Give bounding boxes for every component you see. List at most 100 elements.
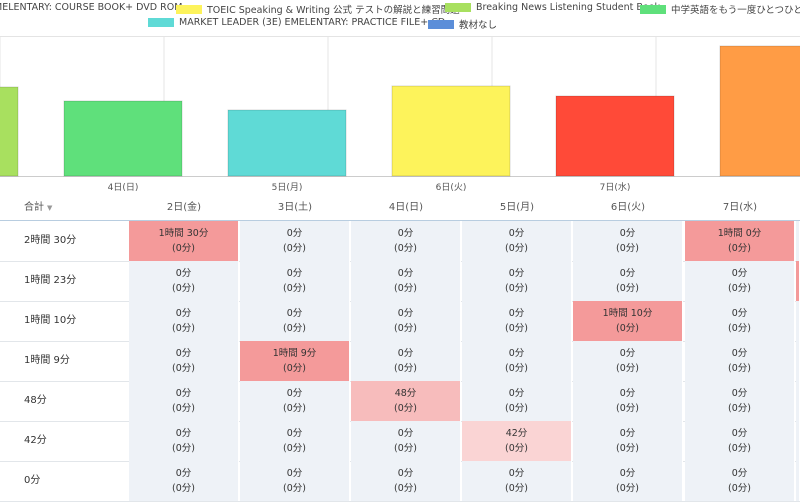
column-header[interactable]: 2日(金)	[166, 202, 202, 213]
time-cell[interactable]: 0分 (0分)	[462, 461, 572, 501]
time-cell[interactable]: 42分 (0分)	[462, 421, 572, 461]
time-cell[interactable]: 1時間 9分 (0分)	[240, 341, 350, 381]
time-cell[interactable]: 0分 (0分)	[351, 261, 461, 301]
time-cell[interactable]: 0分 (0分)	[462, 261, 572, 301]
column-header[interactable]: 6日(火)	[610, 202, 646, 213]
time-cell[interactable]: 0分 (0分)	[240, 381, 350, 421]
time-cell[interactable]: 0分 (0分)	[129, 301, 239, 341]
time-cell[interactable]: 0分 (0分)	[240, 461, 350, 501]
legend-item[interactable]: 中学英語をもう一度ひとつひとつわ	[640, 2, 800, 16]
time-cell[interactable]: 0分 (0分)	[462, 301, 572, 341]
time-cell[interactable]: 0分 (0分)	[573, 421, 683, 461]
time-cell[interactable]: 0分 (0分)	[685, 381, 795, 421]
cell-subvalue: (0分)	[728, 443, 751, 454]
cell-value: 0分	[508, 348, 525, 359]
table-row: 2時間 30分 1時間 30分 (0分) 0分 (0分) 0分 (0分) 0分 (0分) 0分 (0…	[0, 221, 800, 261]
cell-subvalue: (0分)	[283, 443, 306, 454]
x-tick-label: 6日(火)	[436, 182, 467, 193]
legend-swatch	[640, 4, 666, 14]
column-header[interactable]: 7日(水)	[722, 202, 758, 213]
time-cell[interactable]: 1時間 0分 (0分)	[685, 221, 795, 261]
legend-label: MARKET LEADER (3E) EMELENTARY: PRACTICE …	[179, 17, 446, 28]
cell-subvalue: (0分)	[505, 283, 528, 294]
sort-down-icon[interactable]: ▼	[47, 204, 53, 212]
bar	[63, 100, 183, 177]
cell-subvalue: (0分)	[283, 403, 306, 414]
time-cell[interactable]: 0分 (0分)	[129, 421, 239, 461]
x-tick-label: 4日(日)	[108, 182, 139, 193]
cell-subvalue: (0分)	[394, 283, 417, 294]
cell-value: 0分	[397, 348, 414, 359]
legend-item[interactable]: Breaking News Listening Student Book	[445, 2, 660, 13]
time-cell[interactable]: 0分 (0分)	[129, 461, 239, 501]
table-row: 1時間 9分 0分 (0分) 1時間 9分 (0分) 0分 (0分) 0分 (0分) 0分 (0分)…	[0, 341, 800, 381]
time-cell[interactable]: 1時間 30分 (0分)	[129, 221, 239, 261]
cell-subvalue: (0分)	[394, 483, 417, 494]
legend-label: 中学英語をもう一度ひとつひとつわ	[671, 5, 800, 16]
cell-subvalue: (0分)	[728, 243, 751, 254]
time-cell[interactable]: 0分 (0分)	[573, 221, 683, 261]
cell-value: 0分	[175, 468, 192, 479]
time-cell[interactable]: 0分 (0分)	[573, 461, 683, 501]
chart-legend: MELENTARY: COURSE BOOK+ DVD ROM TOEIC Spe…	[0, 0, 800, 36]
time-cell[interactable]: 0分 (0分)	[240, 421, 350, 461]
time-cell[interactable]: 48分 (0分)	[351, 381, 461, 421]
time-cell[interactable]: 0分 (0分)	[129, 261, 239, 301]
clipped-cell	[796, 301, 800, 341]
time-cell[interactable]: 0分 (0分)	[685, 261, 795, 301]
time-cell[interactable]: 0分 (0分)	[129, 341, 239, 381]
table-row: 48分 0分 (0分) 0分 (0分) 48分 (0分) 0分 (0分) 0分 (0分) 0分 (0分)	[0, 381, 800, 421]
clipped-cell	[796, 381, 800, 421]
time-cell[interactable]: 0分 (0分)	[129, 381, 239, 421]
column-header[interactable]: 4日(日)	[388, 202, 424, 213]
legend-swatch	[445, 3, 471, 12]
cell-value: 0分	[731, 348, 748, 359]
x-tick-label: 7日(水)	[600, 181, 631, 193]
legend-item[interactable]: TOEIC Speaking & Writing 公式 テストの解説と練習問題	[176, 2, 460, 16]
total-column-header[interactable]: 合計 ▼	[0, 196, 129, 220]
time-cell[interactable]: 0分 (0分)	[462, 381, 572, 421]
time-cell[interactable]: 0分 (0分)	[351, 341, 461, 381]
x-tick-label: 5日(月)	[272, 182, 303, 193]
row-total: 1時間 10分	[24, 315, 77, 326]
time-cell[interactable]: 0分 (0分)	[685, 461, 795, 501]
time-cell[interactable]: 0分 (0分)	[351, 221, 461, 261]
time-cell[interactable]: 0分 (0分)	[685, 301, 795, 341]
total-header-label: 合計	[24, 202, 44, 213]
legend-item[interactable]: MELENTARY: COURSE BOOK+ DVD ROM	[0, 2, 182, 13]
time-cell[interactable]: 0分 (0分)	[240, 261, 350, 301]
legend-label: MELENTARY: COURSE BOOK+ DVD ROM	[0, 2, 183, 13]
cell-subvalue: (0分)	[172, 323, 195, 334]
time-cell[interactable]: 1時間 10分 (0分)	[573, 301, 683, 341]
time-cell[interactable]: 0分 (0分)	[351, 421, 461, 461]
time-cell[interactable]: 0分 (0分)	[240, 301, 350, 341]
cell-value: 0分	[731, 468, 748, 479]
cell-value: 0分	[175, 348, 192, 359]
time-cell[interactable]: 0分 (0分)	[573, 341, 683, 381]
time-cell[interactable]: 0分 (0分)	[685, 421, 795, 461]
cell-subvalue: (0分)	[283, 323, 306, 334]
time-cell[interactable]: 0分 (0分)	[351, 301, 461, 341]
bar	[555, 95, 675, 177]
time-cell[interactable]: 0分 (0分)	[351, 461, 461, 501]
legend-item[interactable]: 教材なし	[428, 17, 497, 31]
cell-subvalue: (0分)	[172, 363, 195, 374]
cell-subvalue: (0分)	[728, 483, 751, 494]
legend-label: TOEIC Speaking & Writing 公式 テストの解説と練習問題	[207, 5, 460, 16]
time-cell[interactable]: 0分 (0分)	[573, 381, 683, 421]
time-cell[interactable]: 0分 (0分)	[240, 221, 350, 261]
cell-subvalue: (0分)	[616, 363, 639, 374]
column-header[interactable]: 3日(土)	[277, 202, 313, 213]
cell-value: 0分	[397, 308, 414, 319]
column-header[interactable]: 5日(月)	[499, 202, 535, 213]
cell-value: 0分	[731, 428, 748, 439]
legend-item[interactable]: MARKET LEADER (3E) EMELENTARY: PRACTICE …	[148, 17, 445, 28]
cell-value: 0分	[397, 428, 414, 439]
cell-value: 0分	[397, 468, 414, 479]
time-cell[interactable]: 0分 (0分)	[462, 221, 572, 261]
time-cell[interactable]: 0分 (0分)	[573, 261, 683, 301]
cell-subvalue: (0分)	[616, 283, 639, 294]
cell-subvalue: (0分)	[394, 323, 417, 334]
time-cell[interactable]: 0分 (0分)	[462, 341, 572, 381]
time-cell[interactable]: 0分 (0分)	[685, 341, 795, 381]
